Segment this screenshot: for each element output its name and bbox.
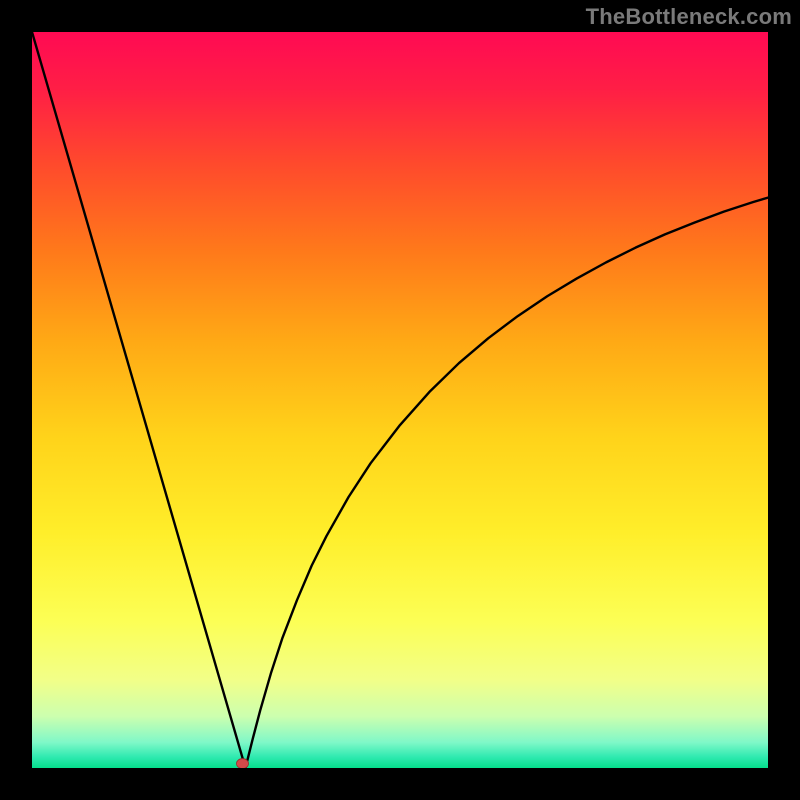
min-marker bbox=[236, 759, 248, 768]
plot-area bbox=[32, 32, 768, 768]
chart-container: TheBottleneck.com bbox=[0, 0, 800, 800]
bottleneck-curve bbox=[32, 32, 768, 768]
watermark: TheBottleneck.com bbox=[586, 4, 792, 30]
curve-layer bbox=[32, 32, 768, 768]
